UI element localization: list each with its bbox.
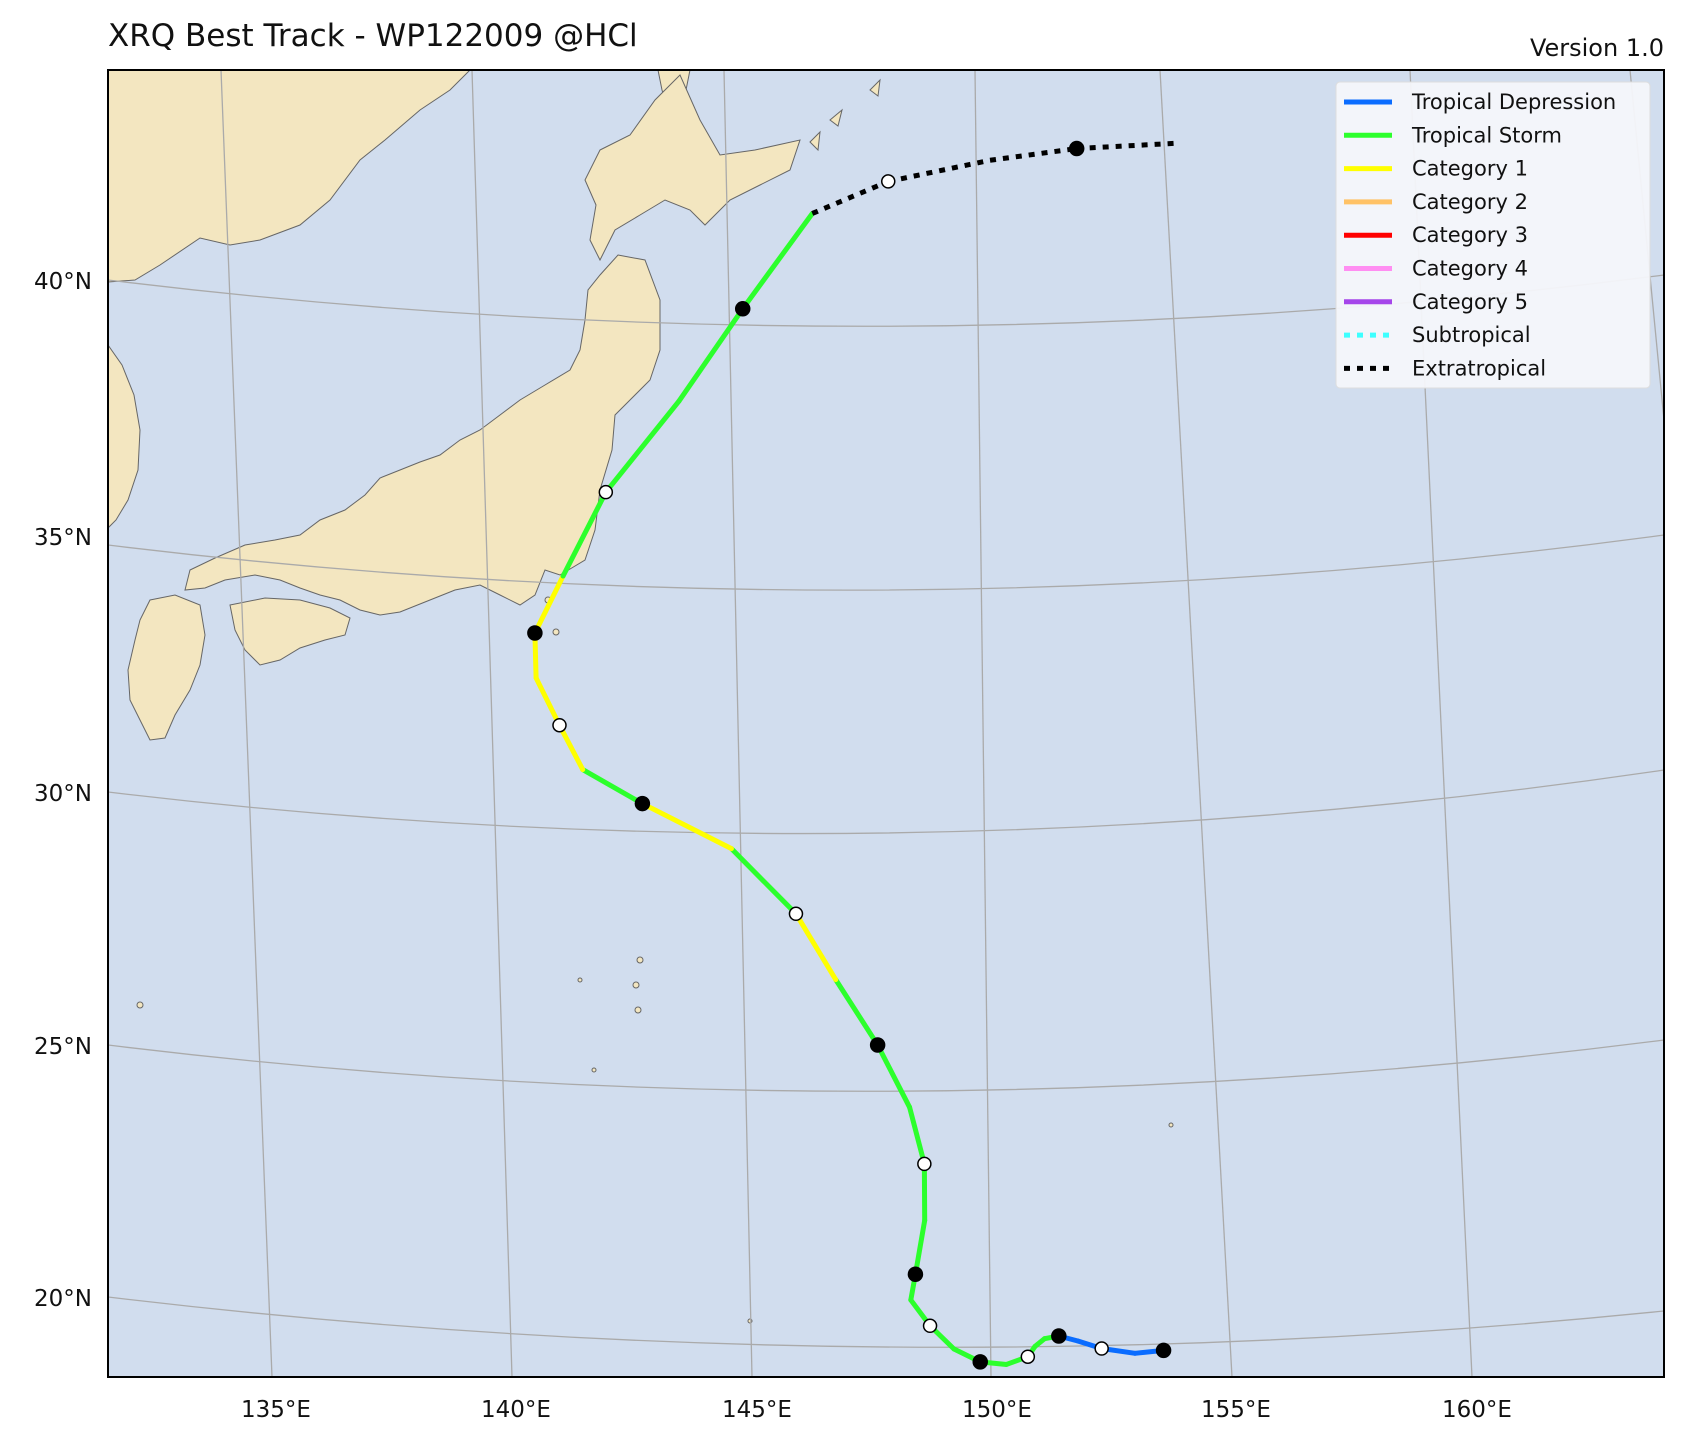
lon-label: 160°E [1442,1397,1512,1423]
storm-track [532,140,1179,1367]
island [591,1067,597,1073]
legend-label: Category 4 [1412,257,1528,281]
island [632,981,640,989]
track-segment-tropical-storm [676,306,746,404]
legend-label: Tropical Depression [1411,90,1616,114]
track-segment-tropical-storm [728,846,799,917]
track-segment-extratropical [989,146,1078,163]
track-markers [527,140,1172,1370]
legend-label: Subtropical [1412,323,1531,347]
lon-label: 140°E [481,1397,551,1423]
track-segment-tropical-storm [912,1217,928,1277]
legend-box [1335,81,1651,389]
legend-label: Extratropical [1412,356,1546,380]
legend-label: Category 2 [1412,190,1528,214]
lon-labels: 135°E 140°E 145°E 150°E 155°E 160°E [241,1397,1512,1423]
track-point-00z [1051,1328,1067,1344]
lon-label: 135°E [241,1397,311,1423]
meridian-145 [723,70,753,1377]
lat-label: 20°N [34,1286,92,1312]
land-masses [108,70,1174,1324]
parallel-30 [108,769,1664,835]
track-point-12z [788,906,804,922]
land-honshu [184,254,661,616]
island [634,1006,642,1014]
version-label: Version 1.0 [1529,34,1664,62]
lat-label: 30°N [34,781,92,807]
island [636,956,644,964]
track-segment-tropical-storm [740,210,815,312]
legend-label: Category 5 [1412,290,1528,314]
track-segment-extratropical [1076,140,1179,152]
track-point-00z [972,1354,988,1370]
track-segment-extratropical [887,157,991,184]
lat-label: 25°N [34,1034,92,1060]
track-point-12z [1020,1349,1036,1364]
island [136,1001,144,1009]
lat-labels: 20°N 25°N 30°N 35°N 40°N [34,269,92,1312]
track-point-00z [907,1266,924,1283]
track-segment-tropical-storm [603,398,682,495]
meridian-140 [471,70,513,1377]
map-frame [107,69,1665,1378]
legend-label: Category 1 [1412,157,1528,181]
legend: Tropical Depression Tropical Storm Categor… [1335,81,1651,389]
lon-label: 155°E [1201,1397,1271,1423]
land-kurils [809,78,881,152]
track-point-12z [917,1156,932,1172]
island [552,628,560,636]
track-point-12z [1094,1341,1109,1356]
track-segment-extratropical [811,179,890,216]
track-segment-category-1 [793,911,839,983]
track-segment-tropical-storm [875,1042,913,1110]
track-segment-category-1 [533,675,562,728]
track-segment-tropical-storm [560,489,609,579]
lon-label: 145°E [722,1397,792,1423]
parallel-20 [108,1296,1664,1348]
land-hokkaido [584,74,801,262]
track-point-12z [552,717,567,733]
track-point-00z [869,1037,886,1053]
parallel-25 [108,1039,1664,1092]
track-point-00z [1155,1342,1172,1359]
land-korea-mainland [108,70,471,283]
track-point-12z [922,1318,938,1334]
track-point-00z [634,795,651,812]
track-point-00z [734,301,751,317]
track-segment-tropical-storm [907,1104,927,1167]
track-point-12z [598,484,614,500]
track-segment-category-1 [532,573,566,636]
lat-label: 40°N [34,269,92,295]
track-point-12z [880,174,896,189]
track-segment-tropical-storm [580,767,645,807]
lon-label: 150°E [962,1397,1032,1423]
legend-label: Category 3 [1412,223,1528,247]
legend-label: Tropical Storm [1411,123,1562,147]
lat-label: 35°N [34,525,92,551]
track-segment-tropical-storm [833,977,881,1048]
meridian-150 [974,70,992,1377]
land-shikoku [229,597,351,666]
track-point-00z [527,625,543,641]
track-segment-category-1 [639,801,734,852]
land-kyushu [127,594,206,741]
island [1168,1122,1174,1128]
map-title: XRQ Best Track - WP122009 @HCl [108,18,638,54]
parallel-35 [108,534,1664,591]
meridian-135 [220,70,273,1377]
meridian-155 [1159,70,1233,1377]
land-korean-peninsula [108,344,141,529]
track-point-00z [1068,140,1085,157]
meridians [220,70,1664,1377]
track-segment-category-1 [556,722,586,773]
island [577,977,583,983]
